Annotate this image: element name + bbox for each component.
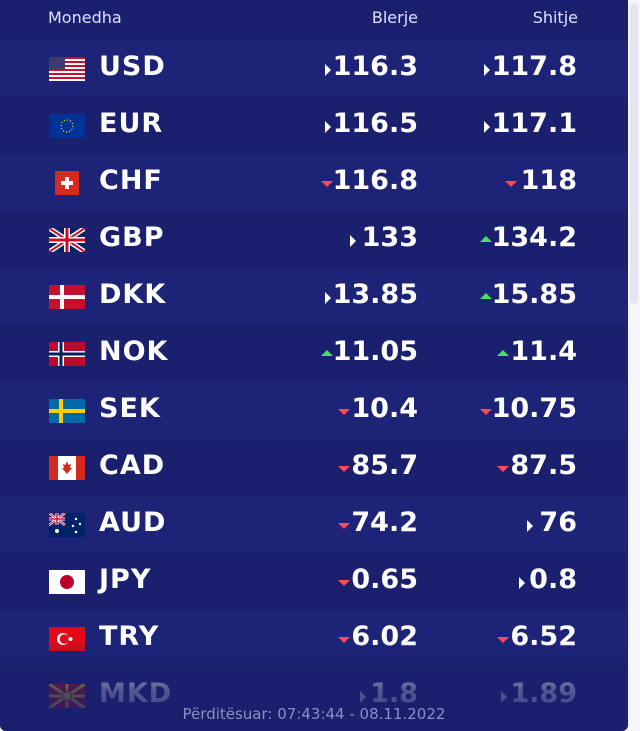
arrow-right-icon xyxy=(325,64,332,76)
rate-row-jpy: JPY 0.65 0.8 xyxy=(0,553,628,610)
header-currency: Monedha xyxy=(48,8,122,27)
rate-row-try: TRY 6.02 6.52 xyxy=(0,610,628,667)
rate-row-aud: AUD 74.2 76 xyxy=(0,496,628,553)
rate-row-gbp: GBP 133 134.2 xyxy=(0,211,628,268)
arrow-up-icon xyxy=(480,236,493,242)
buy-rate-value: 133 xyxy=(361,222,418,253)
arrow-up-icon xyxy=(480,293,493,299)
header-sell: Shitje xyxy=(532,8,578,27)
no-flag-icon xyxy=(49,342,85,366)
sell-rate-value: 10.75 xyxy=(491,393,577,424)
sell-rate-value: 134.2 xyxy=(491,222,577,253)
buy-rate-value: 11.05 xyxy=(332,336,418,367)
dk-flag-icon xyxy=(49,285,85,309)
arrow-up-icon xyxy=(321,350,334,356)
sell-rate-value: 6.52 xyxy=(510,621,577,652)
sell-rate-value: 76 xyxy=(539,507,577,538)
au-flag-icon xyxy=(49,513,85,537)
arrow-right-icon xyxy=(484,121,491,133)
buy-rate-value: 6.02 xyxy=(351,621,418,652)
arrow-down-icon xyxy=(338,580,351,586)
arrow-right-icon xyxy=(484,64,491,76)
sell-rate-value: 87.5 xyxy=(510,450,577,481)
currency-code: GBP xyxy=(99,222,165,253)
sell-rate-value: 118 xyxy=(520,165,577,196)
ca-flag-icon xyxy=(49,456,85,480)
arrow-right-icon xyxy=(518,577,525,589)
currency-code: DKK xyxy=(99,279,167,310)
arrow-down-icon xyxy=(480,409,493,415)
scrollbar-thumb[interactable] xyxy=(630,4,638,304)
tr-flag-icon xyxy=(49,627,85,651)
buy-rate-value: 116.5 xyxy=(332,108,418,139)
arrow-down-icon xyxy=(497,637,510,643)
buy-rate-value: 13.85 xyxy=(332,279,418,310)
arrow-down-icon xyxy=(338,523,351,529)
rate-row-dkk: DKK 13.85 15.85 xyxy=(0,268,628,325)
sell-rate-value: 15.85 xyxy=(491,279,577,310)
arrow-down-icon xyxy=(338,409,351,415)
us-flag-icon xyxy=(49,57,85,81)
arrow-down-icon xyxy=(497,466,510,472)
ch-flag-icon xyxy=(49,171,85,195)
buy-rate-value: 85.7 xyxy=(351,450,418,481)
currency-code: NOK xyxy=(99,336,169,367)
arrow-right-icon xyxy=(359,691,366,703)
gb-flag-icon xyxy=(49,228,85,252)
arrow-down-icon xyxy=(338,466,351,472)
currency-code: EUR xyxy=(99,108,164,139)
currency-code: AUD xyxy=(99,507,167,538)
arrow-right-icon xyxy=(350,235,357,247)
se-flag-icon xyxy=(49,399,85,423)
arrow-right-icon xyxy=(501,691,508,703)
rate-row-eur: EUR 116.5 117.1 xyxy=(0,97,628,154)
buy-rate-value: 116.3 xyxy=(332,51,418,82)
eu-flag-icon xyxy=(49,114,85,138)
buy-rate-value: 10.4 xyxy=(351,393,418,424)
arrow-right-icon xyxy=(526,520,533,532)
scrollbar[interactable] xyxy=(628,0,640,731)
rate-row-sek: SEK 10.4 10.75 xyxy=(0,382,628,439)
jp-flag-icon xyxy=(49,570,85,594)
sell-rate-value: 11.4 xyxy=(510,336,577,367)
currency-code: CHF xyxy=(99,165,163,196)
arrow-down-icon xyxy=(505,181,518,187)
sell-rate-value: 0.8 xyxy=(529,564,577,595)
rate-row-nok: NOK 11.05 11.4 xyxy=(0,325,628,382)
rate-list: USD 116.3 117.8 EUR 116.5 117.1 CHF 116.8 118 GBP… xyxy=(0,40,628,724)
currency-code: SEK xyxy=(99,393,161,424)
updated-timestamp: Përditësuar: 07:43:44 - 08.11.2022 xyxy=(182,705,446,723)
currency-code: USD xyxy=(99,51,166,82)
rate-row-chf: CHF 116.8 118 xyxy=(0,154,628,211)
table-header: Monedha Blerje Shitje xyxy=(0,0,628,36)
buy-rate-value: 0.65 xyxy=(351,564,418,595)
currency-code: JPY xyxy=(99,564,152,595)
header-buy: Blerje xyxy=(371,8,418,27)
buy-rate-value: 74.2 xyxy=(351,507,418,538)
buy-rate-value: 116.8 xyxy=(332,165,418,196)
arrow-right-icon xyxy=(325,292,332,304)
sell-rate-value: 117.8 xyxy=(491,51,577,82)
currency-code: TRY xyxy=(99,621,160,652)
rate-row-cad: CAD 85.7 87.5 xyxy=(0,439,628,496)
arrow-right-icon xyxy=(325,121,332,133)
arrow-down-icon xyxy=(338,637,351,643)
sell-rate-value: 117.1 xyxy=(491,108,577,139)
arrow-up-icon xyxy=(497,350,510,356)
currency-code: CAD xyxy=(99,450,166,481)
rate-row-usd: USD 116.3 117.8 xyxy=(0,40,628,97)
arrow-down-icon xyxy=(321,181,334,187)
